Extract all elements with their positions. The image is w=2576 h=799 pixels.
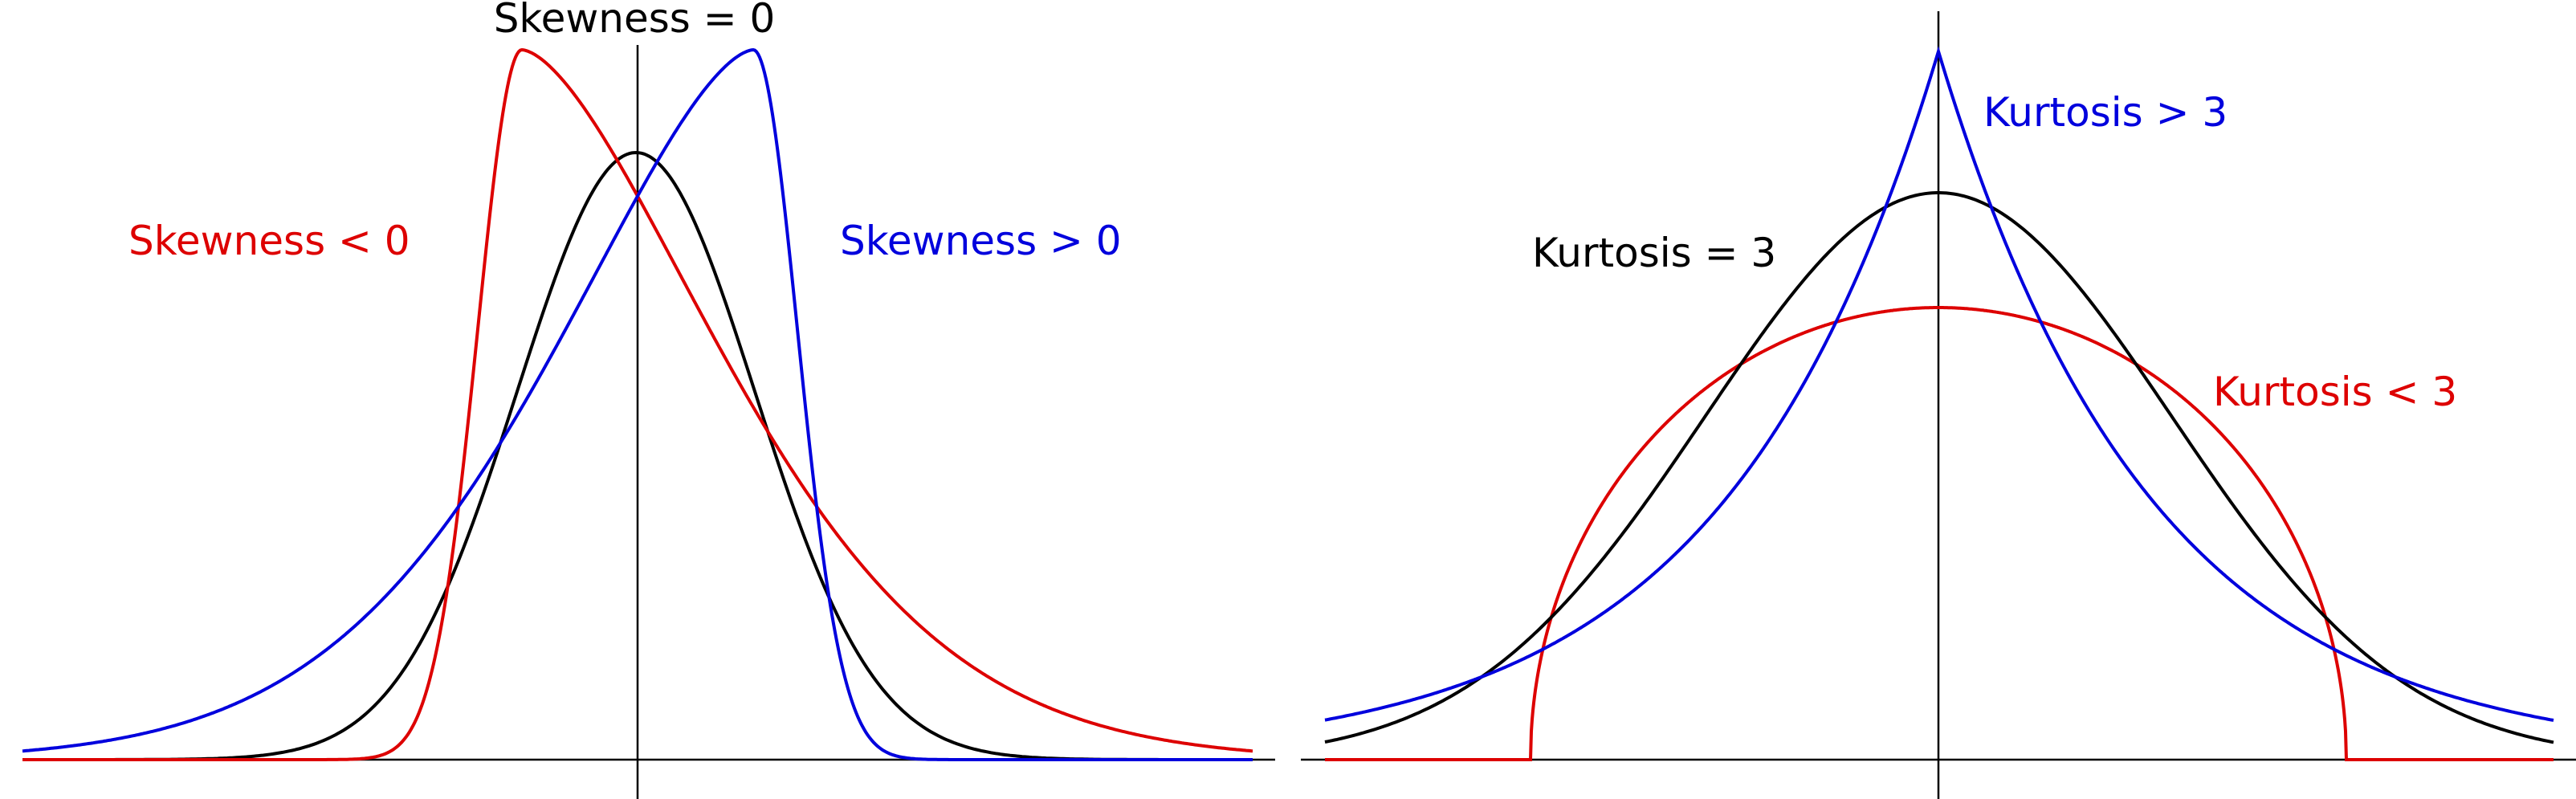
skewness-panel: Skewness = 0 Skewness < 0 Skewness > 0 (22, 0, 1275, 799)
skewness-positive-label: Skewness > 0 (840, 218, 1122, 264)
skewness-zero-label: Skewness = 0 (494, 0, 776, 42)
kurtosis-panel: Kurtosis > 3 Kurtosis = 3 Kurtosis < 3 (1301, 11, 2576, 799)
skewness-negative-label: Skewness < 0 (128, 218, 410, 264)
kurtosis-less-label: Kurtosis < 3 (2213, 369, 2457, 415)
skew-positive-curve (22, 47, 1253, 761)
kurtosis-equal-label: Kurtosis = 3 (1532, 230, 1776, 276)
kurt-laplace-curve (1324, 46, 2554, 722)
kurt-semicircle-curve (1325, 306, 2554, 761)
kurtosis-greater-label: Kurtosis > 3 (1983, 89, 2228, 136)
kurt-normal-curve (1324, 191, 2554, 744)
